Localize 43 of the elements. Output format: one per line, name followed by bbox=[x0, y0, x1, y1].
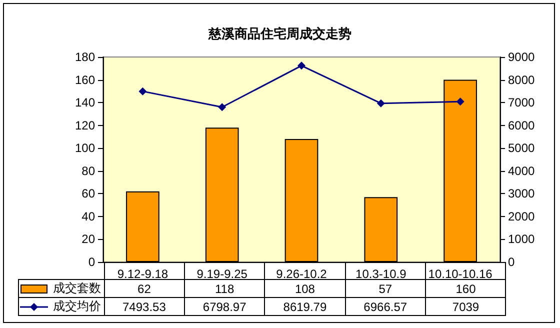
data-label: 7039 bbox=[426, 298, 506, 316]
y-tick-label: 160 bbox=[74, 72, 96, 87]
legend-label: 成交均价 bbox=[18, 298, 104, 316]
data-label: 6798.97 bbox=[184, 298, 265, 316]
y2-tick-label: 5000 bbox=[508, 141, 536, 156]
data-label: 7493.53 bbox=[104, 298, 184, 316]
y2-tick-label: 1000 bbox=[508, 232, 536, 246]
data-label: 118 bbox=[184, 280, 265, 298]
data-label: 8619.79 bbox=[264, 298, 346, 316]
chart-title: 慈溪商品住宅周成交走势 bbox=[208, 26, 352, 41]
y2-tick-label: 7000 bbox=[508, 96, 536, 110]
y2-tick-label: 3000 bbox=[508, 186, 536, 201]
point bbox=[138, 87, 147, 96]
x-tick-label: 9.12-9.18 bbox=[117, 267, 168, 281]
y-tick-label: 100 bbox=[74, 141, 96, 156]
data-label: 108 bbox=[264, 280, 346, 298]
y2-tick-label: 4000 bbox=[508, 164, 536, 178]
x-tick-label: 9.19-9.25 bbox=[196, 267, 248, 281]
y2-tick-label: 2000 bbox=[508, 209, 536, 224]
point bbox=[298, 62, 306, 70]
y-tick-label: 140 bbox=[74, 96, 96, 110]
data-label: 6966.57 bbox=[345, 298, 426, 316]
y-tick-label: 40 bbox=[82, 209, 96, 224]
y2-tick-label: 8000 bbox=[508, 72, 536, 87]
y2-tick-label: 9000 bbox=[508, 50, 536, 64]
y2-tick-label: 6000 bbox=[508, 118, 536, 132]
legend-label: 成交套数 bbox=[18, 280, 104, 298]
y-tick-label: 60 bbox=[82, 186, 96, 201]
point bbox=[376, 99, 385, 108]
y-tick-label: 80 bbox=[82, 164, 96, 178]
y-tick-label: 180 bbox=[74, 50, 96, 64]
point bbox=[218, 103, 226, 112]
data-label: 160 bbox=[426, 280, 506, 298]
y-tick-label: 20 bbox=[82, 232, 96, 246]
y-tick-label: 0 bbox=[88, 255, 96, 269]
x-tick-label: 10.3-10.9 bbox=[356, 267, 407, 281]
y-tick-label: 120 bbox=[74, 118, 96, 132]
x-tick-label: 9.26-10.2 bbox=[276, 267, 328, 281]
y2-tick-label: 0 bbox=[508, 255, 515, 269]
data-label: 57 bbox=[345, 280, 426, 298]
point bbox=[456, 98, 464, 106]
data-label: 62 bbox=[104, 280, 184, 298]
x-tick-label: 10.10-10.16 bbox=[428, 267, 493, 281]
